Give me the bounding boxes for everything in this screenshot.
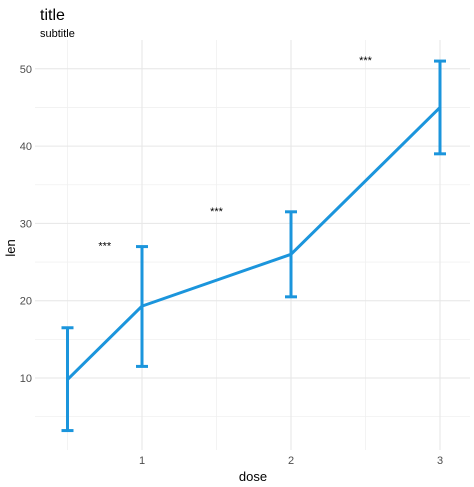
y-tick-label: 50 xyxy=(20,64,32,76)
significance-label: *** xyxy=(359,55,373,67)
annotations: *** *** *** xyxy=(98,55,372,253)
y-axis-ticks: 10 20 30 40 50 xyxy=(20,64,32,385)
series-line xyxy=(66,106,442,381)
chart-title: title xyxy=(40,7,65,24)
error-bar xyxy=(285,210,297,299)
x-tick-label: 3 xyxy=(437,455,443,467)
y-tick-label: 20 xyxy=(20,296,32,308)
chart-subtitle: subtitle xyxy=(40,28,75,40)
y-tick-label: 40 xyxy=(20,141,32,153)
error-bar xyxy=(61,326,74,433)
x-tick-label: 1 xyxy=(139,455,145,467)
error-bar xyxy=(136,245,148,368)
y-tick-label: 10 xyxy=(20,373,32,385)
x-tick-label: 2 xyxy=(288,455,294,467)
x-axis-title: dose xyxy=(239,469,267,484)
y-tick-label: 30 xyxy=(20,218,32,230)
error-bar xyxy=(434,59,446,156)
series-layer xyxy=(61,59,446,433)
x-axis-ticks: 1 2 3 xyxy=(139,455,443,467)
significance-label: *** xyxy=(98,241,112,253)
significance-label: *** xyxy=(210,206,224,218)
y-axis-title: len xyxy=(3,239,18,256)
